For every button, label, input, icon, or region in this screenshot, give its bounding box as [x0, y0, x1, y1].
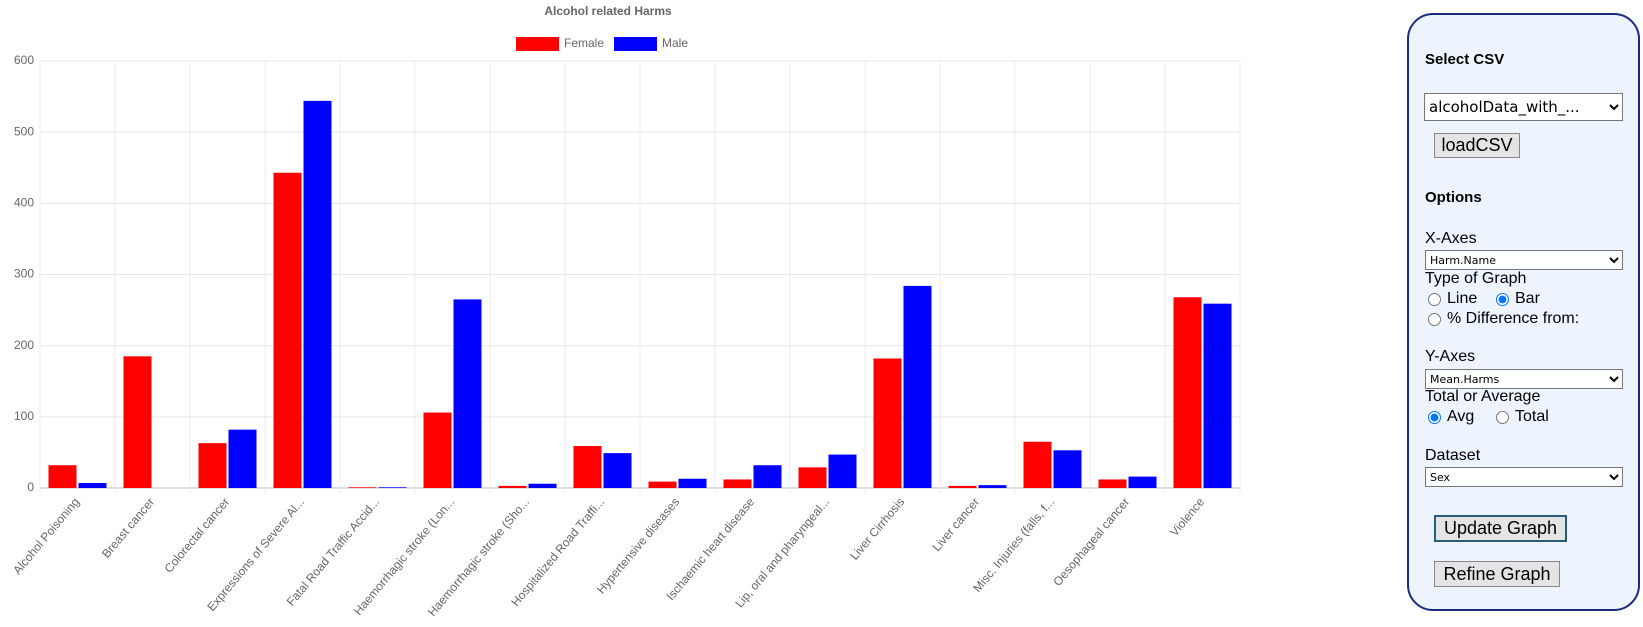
radio[interactable]: [1428, 292, 1441, 306]
chart-title: Alcohol related Harms: [544, 4, 672, 18]
x-select[interactable]: Harm.Name: [1425, 250, 1623, 270]
bar: [873, 358, 902, 488]
bar: [198, 443, 227, 488]
bar: [423, 412, 452, 488]
bar: [1173, 297, 1202, 488]
bar: [378, 487, 407, 488]
radio-total: Total: [1493, 408, 1549, 426]
refine-button[interactable]: Refine Graph: [1434, 561, 1560, 587]
bar: [1098, 479, 1127, 488]
bar: [123, 356, 152, 488]
chart: Alcohol related Harms 0 100 200 300 400 500 60…: [10, 4, 1241, 619]
legend-label: Male: [662, 36, 688, 50]
y-tick-label: 500: [14, 124, 34, 138]
bar: [78, 483, 107, 488]
legend-swatch: [614, 37, 657, 51]
load-button[interactable]: loadCSV: [1434, 133, 1520, 158]
radio-label: % Difference from:: [1447, 310, 1580, 327]
label: Total or Average: [1425, 388, 1541, 405]
radio-label: Avg: [1447, 408, 1475, 425]
radio-label: Line: [1447, 290, 1478, 307]
label: Type of Graph: [1425, 270, 1527, 287]
bar: [948, 485, 977, 488]
x-tick-label: Alcohol Poisoning: [10, 495, 82, 577]
bar: [528, 483, 557, 488]
x-tick-label: Liver cancer: [929, 495, 982, 554]
radio[interactable]: [1428, 312, 1441, 326]
radio-line: Line: [1425, 290, 1477, 308]
y-select[interactable]: Mean.Harms: [1425, 369, 1623, 389]
radio[interactable]: [1496, 410, 1509, 424]
bar: [1203, 303, 1232, 488]
bar: [228, 429, 257, 488]
bar: [603, 453, 632, 488]
y-tick-label: 0: [27, 480, 34, 494]
bar: [453, 299, 482, 488]
y-tick-label: 300: [14, 267, 34, 281]
radio[interactable]: [1496, 292, 1509, 306]
bar: [573, 446, 602, 488]
label: Dataset: [1425, 447, 1481, 464]
heading: Options: [1425, 189, 1482, 206]
x-tick-label: Colorectal cancer: [161, 495, 232, 576]
x-tick-label: Breast cancer: [99, 495, 157, 561]
bar: [828, 454, 857, 488]
radio-avg: Avg: [1425, 408, 1474, 426]
label: X-Axes: [1425, 230, 1477, 247]
x-tick-label: Misc. Injuries (falls, f...: [970, 495, 1057, 595]
bar: [723, 479, 752, 488]
legend-swatch: [516, 37, 559, 51]
bar: [978, 485, 1007, 488]
bar: [798, 467, 827, 488]
bar: [648, 481, 677, 488]
y-tick-label: 400: [14, 196, 34, 210]
bar: [903, 285, 932, 488]
y-tick-label: 600: [14, 53, 34, 67]
bar: [48, 465, 77, 488]
radio[interactable]: [1428, 410, 1441, 424]
radio-bar: Bar: [1493, 290, 1540, 308]
legend-label: Female: [564, 36, 604, 50]
bar: [1053, 450, 1082, 488]
x-tick-label: Liver Cirrhosis: [847, 495, 907, 563]
dataset-select[interactable]: Sex: [1425, 467, 1623, 487]
radio-label: Bar: [1515, 290, 1540, 307]
x-tick-label: Violence: [1167, 495, 1207, 539]
bar: [348, 487, 377, 488]
label: Y-Axes: [1425, 348, 1476, 365]
x-tick-label: Hypertensive diseases: [594, 495, 682, 596]
bar: [753, 465, 782, 488]
csv-select[interactable]: alcoholData_with_...: [1424, 93, 1623, 121]
radio-label: Total: [1515, 408, 1549, 425]
y-tick-label: 200: [14, 338, 34, 352]
y-tick-label: 100: [14, 409, 34, 423]
update-button[interactable]: Update Graph: [1434, 515, 1567, 542]
bar: [678, 478, 707, 488]
bar: [273, 172, 302, 488]
bar: [1128, 476, 1157, 488]
bar: [303, 100, 332, 488]
bar: [1023, 441, 1052, 488]
bar: [498, 485, 527, 488]
label: Select CSV: [1425, 51, 1505, 68]
x-tick-label: Oesophageal cancer: [1050, 495, 1132, 589]
control-panel: Select CSV alcoholData_with_... loadCSV …: [1407, 13, 1640, 611]
radio-diff: % Difference from:: [1425, 310, 1579, 328]
